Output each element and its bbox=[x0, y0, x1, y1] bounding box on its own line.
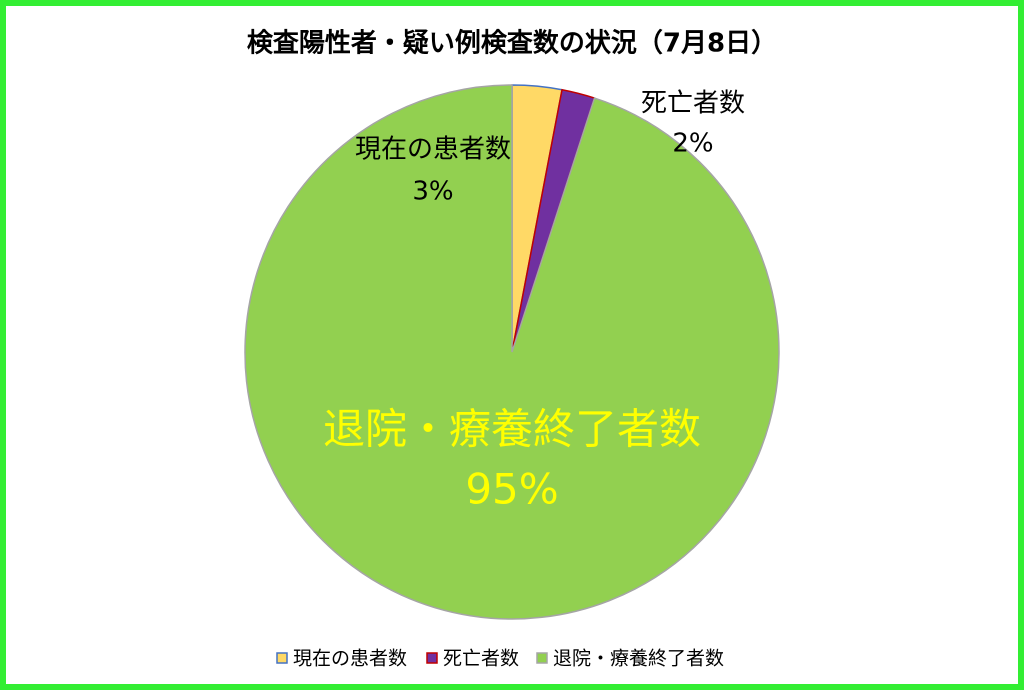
data-label-value: 2% bbox=[672, 129, 713, 159]
legend-label: 死亡者数 bbox=[443, 648, 519, 670]
data-label-name: 死亡者数 bbox=[641, 89, 745, 119]
data-label-name: 現在の患者数 bbox=[355, 135, 511, 165]
legend-marker bbox=[426, 652, 438, 664]
data-label-value: 3% bbox=[412, 177, 453, 207]
chart-title: 検査陽性者・疑い例検査数の状況（7月8日） bbox=[247, 29, 777, 59]
legend-label: 現在の患者数 bbox=[293, 648, 407, 670]
pie-slice bbox=[244, 84, 780, 620]
data-label-value: 95% bbox=[465, 465, 558, 514]
legend-marker bbox=[276, 652, 288, 664]
data-label-name: 退院・療養終了者数 bbox=[323, 405, 701, 454]
legend-label: 退院・療養終了者数 bbox=[553, 648, 724, 670]
legend-marker bbox=[536, 652, 548, 664]
